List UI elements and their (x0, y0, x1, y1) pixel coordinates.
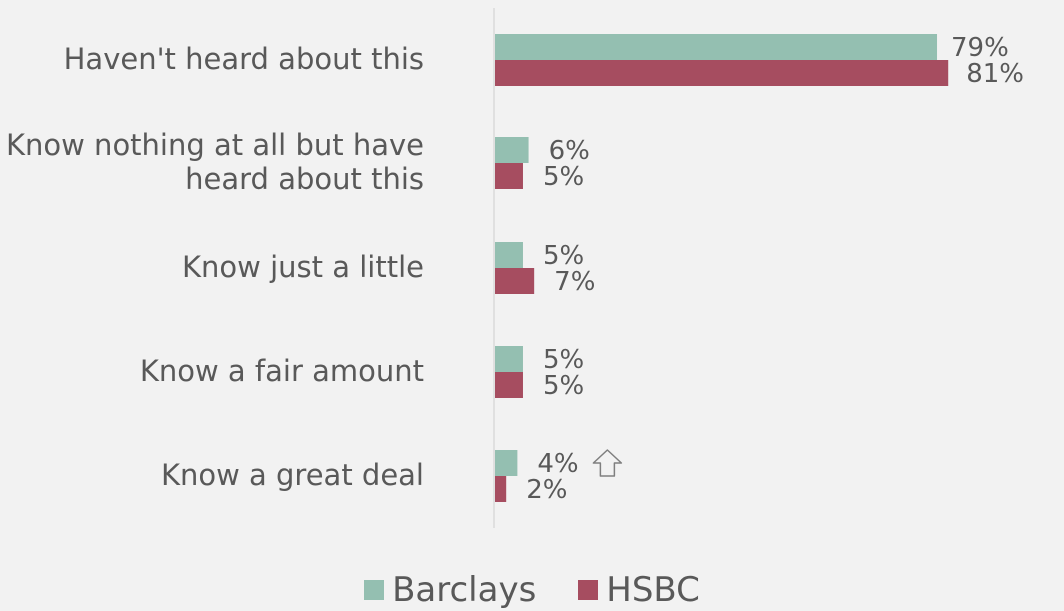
data-label-hsbc-4: 2% (526, 475, 567, 505)
legend-label-barclays: Barclays (392, 570, 537, 610)
bar-hsbc-2 (495, 268, 535, 294)
data-label-barclays-3: 5% (543, 345, 584, 375)
data-label-hsbc-3: 5% (543, 371, 584, 401)
category-label-2: Know just a little (182, 250, 424, 284)
category-label-3: Know a fair amount (139, 354, 424, 388)
bar-barclays-0 (495, 34, 938, 60)
data-label-barclays-2: 5% (543, 241, 584, 271)
legend-label-hsbc: HSBC (606, 570, 700, 610)
bar-hsbc-4 (495, 476, 507, 502)
bar-barclays-3 (495, 346, 523, 372)
bar-barclays-4 (495, 450, 518, 476)
legend-swatch-barclays (364, 580, 385, 600)
bar-barclays-1 (495, 137, 529, 163)
legend-item-hsbc: HSBC (578, 570, 700, 610)
bar-hsbc-0 (495, 60, 949, 86)
category-label-4: Know a great deal (160, 458, 424, 492)
category-label-1-line-1: heard about this (185, 162, 424, 196)
bar-hsbc-3 (495, 372, 523, 398)
data-label-hsbc-0: 81% (966, 59, 1024, 89)
data-label-hsbc-1: 5% (543, 162, 584, 192)
legend-swatch-hsbc (578, 580, 599, 600)
data-label-barclays-0: 79% (951, 33, 1009, 63)
chart-legend: Barclays HSBC (0, 570, 1064, 610)
data-label-barclays-1: 6% (549, 136, 590, 166)
data-label-barclays-4: 4% (537, 449, 578, 479)
data-label-hsbc-2: 7% (554, 267, 595, 297)
category-label-1-line-0: Know nothing at all but have (5, 128, 424, 162)
bar-barclays-2 (495, 242, 523, 268)
legend-item-barclays: Barclays (364, 570, 536, 610)
up-arrow-outline-icon (592, 449, 623, 477)
category-label-0: Haven't heard about this (63, 42, 424, 76)
bar-hsbc-1 (495, 163, 523, 189)
